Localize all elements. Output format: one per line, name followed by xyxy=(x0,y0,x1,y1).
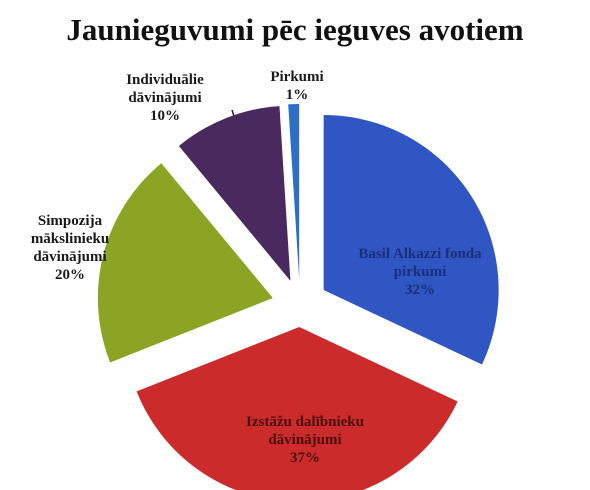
slice-label: Pirkumi 1% xyxy=(267,68,327,104)
category-label: Basil Alkazzi fonda pirkumi xyxy=(358,246,482,280)
slice-label: Izstāžu dalībnieku dāvinājumi 37% xyxy=(220,413,390,467)
chart-title: Jaunieguvumi pēc ieguves avotiem xyxy=(66,12,524,47)
pie-slice xyxy=(288,104,300,280)
value-label: 20% xyxy=(55,267,85,283)
slice-label: Simpozija mākslinieku dāvinājumi 20% xyxy=(10,212,130,284)
value-label: 10% xyxy=(150,108,180,124)
slice-label: Individuālie dāvinājumi 10% xyxy=(100,71,230,125)
value-label: 32% xyxy=(405,282,435,298)
pie-slice xyxy=(323,114,499,365)
slice-label: Basil Alkazzi fonda pirkumi 32% xyxy=(350,245,490,299)
pie-slice xyxy=(178,106,291,281)
category-label: Individuālie dāvinājumi xyxy=(126,72,204,106)
category-label: Simpozija mākslinieku dāvinājumi xyxy=(30,213,110,265)
category-label: Izstāžu dalībnieku dāvinājumi xyxy=(246,414,364,448)
value-label: 37% xyxy=(290,450,320,466)
category-label: Pirkumi xyxy=(270,69,324,85)
pie-slice xyxy=(136,326,458,490)
pie-slice xyxy=(97,163,273,363)
value-label: 1% xyxy=(285,87,309,103)
